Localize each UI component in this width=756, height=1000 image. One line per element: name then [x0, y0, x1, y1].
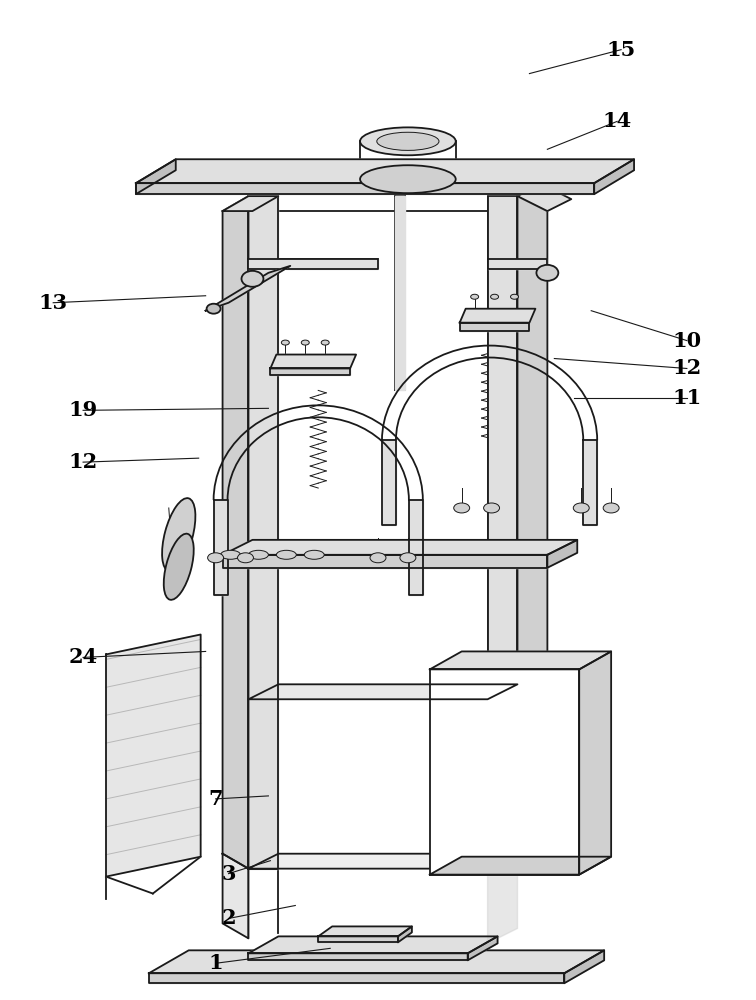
Ellipse shape — [360, 127, 456, 155]
Ellipse shape — [376, 132, 439, 150]
Polygon shape — [460, 323, 529, 331]
Polygon shape — [222, 555, 547, 568]
Ellipse shape — [208, 553, 224, 563]
Text: 10: 10 — [672, 331, 702, 351]
Text: 7: 7 — [209, 789, 223, 809]
Ellipse shape — [321, 340, 329, 345]
Text: 24: 24 — [69, 647, 98, 667]
Polygon shape — [136, 159, 634, 183]
Ellipse shape — [360, 165, 456, 193]
Ellipse shape — [221, 550, 240, 559]
Polygon shape — [488, 259, 547, 269]
Polygon shape — [136, 159, 175, 194]
Polygon shape — [547, 540, 578, 568]
Ellipse shape — [537, 265, 559, 281]
Polygon shape — [488, 196, 518, 869]
Polygon shape — [318, 926, 412, 936]
Text: 19: 19 — [69, 400, 98, 420]
Polygon shape — [249, 196, 278, 869]
Ellipse shape — [241, 271, 263, 287]
Polygon shape — [214, 500, 228, 595]
Ellipse shape — [302, 340, 309, 345]
Polygon shape — [395, 196, 405, 390]
Text: 15: 15 — [606, 40, 636, 60]
Ellipse shape — [162, 498, 195, 572]
Polygon shape — [222, 196, 278, 211]
Polygon shape — [382, 440, 396, 525]
Polygon shape — [136, 183, 594, 194]
Polygon shape — [106, 635, 200, 877]
Text: 13: 13 — [39, 293, 68, 313]
Polygon shape — [430, 651, 611, 669]
Polygon shape — [409, 500, 423, 595]
Text: 14: 14 — [603, 111, 632, 131]
Polygon shape — [271, 368, 350, 375]
Polygon shape — [222, 196, 249, 869]
Ellipse shape — [370, 553, 386, 563]
Polygon shape — [488, 854, 518, 943]
Ellipse shape — [277, 550, 296, 559]
Ellipse shape — [249, 550, 268, 559]
Polygon shape — [583, 440, 597, 525]
Polygon shape — [249, 854, 518, 869]
Text: 1: 1 — [209, 953, 223, 973]
Polygon shape — [518, 184, 572, 211]
Polygon shape — [460, 309, 535, 323]
Polygon shape — [594, 159, 634, 194]
Ellipse shape — [454, 503, 469, 513]
Polygon shape — [249, 684, 518, 699]
Ellipse shape — [281, 340, 290, 345]
Text: 12: 12 — [672, 358, 702, 378]
Text: 12: 12 — [69, 452, 98, 472]
Polygon shape — [564, 950, 604, 983]
Polygon shape — [271, 355, 356, 368]
Polygon shape — [430, 669, 579, 875]
Polygon shape — [518, 196, 547, 869]
Polygon shape — [222, 854, 249, 938]
Polygon shape — [249, 936, 497, 953]
Polygon shape — [579, 651, 611, 875]
Text: 2: 2 — [222, 908, 236, 928]
Polygon shape — [468, 936, 497, 960]
Polygon shape — [430, 857, 611, 875]
Ellipse shape — [573, 503, 589, 513]
Ellipse shape — [237, 553, 253, 563]
Polygon shape — [222, 540, 578, 555]
Ellipse shape — [164, 534, 194, 600]
Polygon shape — [149, 950, 604, 973]
Polygon shape — [149, 973, 564, 983]
Ellipse shape — [206, 304, 221, 314]
Text: 11: 11 — [672, 388, 702, 408]
Polygon shape — [249, 259, 378, 269]
Ellipse shape — [510, 294, 519, 299]
Polygon shape — [206, 266, 290, 311]
Ellipse shape — [603, 503, 619, 513]
Ellipse shape — [471, 294, 479, 299]
Text: 3: 3 — [222, 864, 236, 884]
Ellipse shape — [484, 503, 500, 513]
Ellipse shape — [491, 294, 498, 299]
Polygon shape — [398, 926, 412, 942]
Ellipse shape — [304, 550, 324, 559]
Polygon shape — [249, 953, 468, 960]
Polygon shape — [318, 936, 398, 942]
Ellipse shape — [400, 553, 416, 563]
